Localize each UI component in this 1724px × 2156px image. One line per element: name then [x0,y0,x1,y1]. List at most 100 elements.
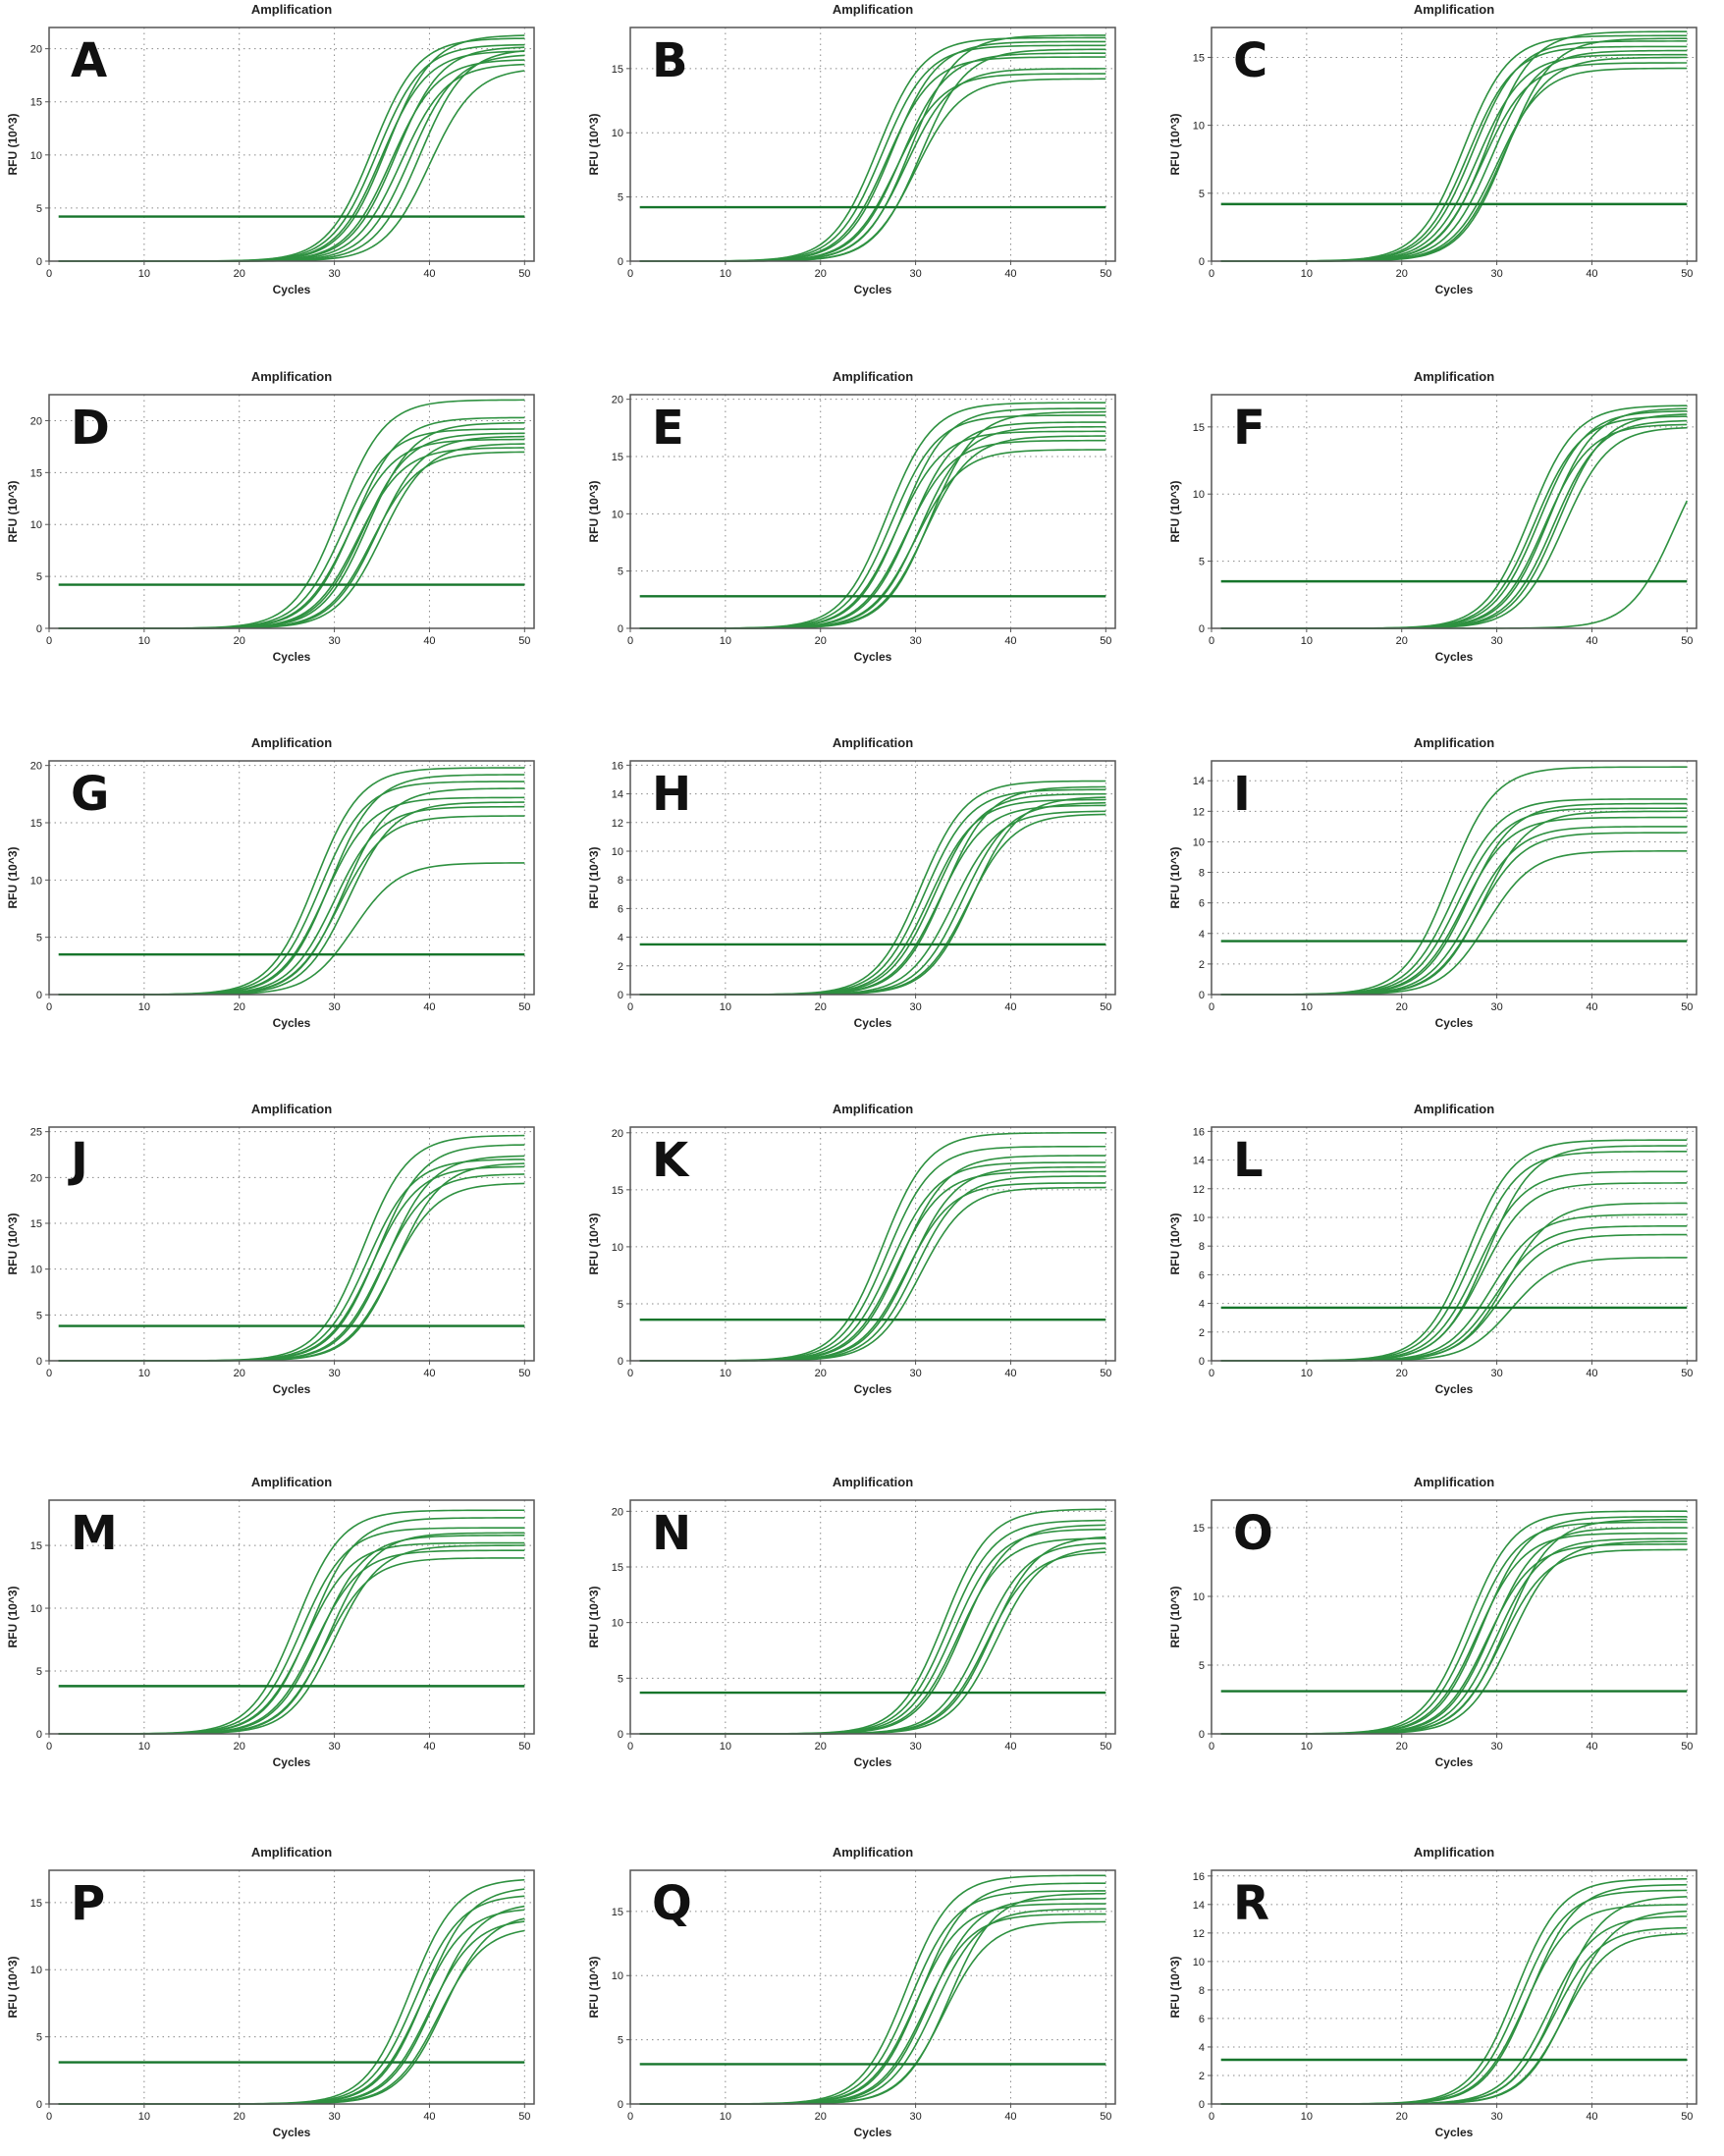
panel-n-xtick-20: 20 [815,1741,827,1752]
panel-o-ytick-0: 0 [1199,1729,1205,1741]
panel-a-xtick-20: 20 [234,268,245,280]
panel-i-title: Amplification [1414,735,1494,750]
panel-p-curve-P7 [58,1929,525,2105]
panel-l-curve-L1 [1220,1139,1688,1362]
panel-b-ytick-15: 15 [612,64,623,76]
panel-e-ytick-20: 20 [612,395,623,406]
panel-q-title: Amplification [833,1845,913,1860]
panel-a-curve-A9 [58,49,525,262]
panel-g-xtick-30: 30 [328,1001,340,1013]
panel-l-title: Amplification [1414,1102,1494,1116]
panel-l-xtick-50: 50 [1681,1368,1693,1379]
panel-g-curve-G8 [58,801,525,996]
panel-j-letter: J [68,1133,88,1188]
panel-e-curve-E7 [639,449,1106,629]
panel-p-ytick-10: 10 [30,1965,42,1976]
panel-i-xtick-50: 50 [1681,1001,1693,1013]
panel-r-ylabel: RFU (10^3) [1168,1956,1182,2018]
panel-d-ylabel: RFU (10^3) [6,480,20,542]
panel-k-curve-K7 [639,1165,1106,1362]
panel-r-ytick-8: 8 [1199,1985,1205,1997]
panel-c-ylabel: RFU (10^3) [1168,113,1182,175]
panel-r-curve-R7 [1220,1896,1688,2105]
panel-j-xtick-0: 0 [46,1368,52,1379]
panel-m-curve-M3 [58,1541,525,1735]
panel-b-curve-B10 [639,48,1106,262]
panel-j-curve-J3 [58,1165,525,1362]
panel-l-ytick-12: 12 [1193,1184,1205,1196]
panel-l-curve-L4 [1220,1182,1688,1362]
panel-n-ytick-20: 20 [612,1506,623,1518]
panel-d-title: Amplification [251,369,332,384]
panel-l: Amplification 0 10 20 30 40 50 0 2 4 6 8 10 12 14 16 Cyc… [1168,1102,1697,1396]
panel-p-curve-P8 [58,1917,525,2105]
panel-d-curve-D7 [58,421,525,629]
panel-q-xtick-30: 30 [909,2111,921,2123]
panel-q-letter: Q [652,1876,692,1931]
panel-h-ytick-6: 6 [618,903,623,915]
panel-j-xlabel: Cycles [273,1382,311,1396]
panel-i-curve-I1 [1220,766,1688,996]
panel-h-ytick-4: 4 [618,933,623,944]
panel-c-curve-C9 [1220,56,1688,262]
panel-f-curve-F5 [1220,407,1688,629]
panel-i-ytick-8: 8 [1199,868,1205,880]
panel-o-curve-O7 [1220,1537,1688,1735]
panel-n-xtick-10: 10 [720,1741,731,1752]
panel-l-frame [1211,1126,1697,1362]
panel-h-curve-H1 [639,780,1106,996]
panel-n-ytick-0: 0 [618,1729,623,1741]
panel-m-frame [48,1499,535,1735]
panel-f-frame [1211,394,1697,629]
panel-f-xtick-30: 30 [1490,635,1502,647]
panel-i-curve-I7 [1220,832,1688,996]
panel-i-letter: I [1233,767,1251,822]
panel-f-curve-F8 [1220,426,1688,629]
panel-e-curve-E8 [639,425,1106,629]
panel-c-xtick-10: 10 [1301,268,1313,280]
panel-k-ytick-0: 0 [618,1356,623,1368]
panel-a-ytick-10: 10 [30,150,42,162]
panel-r-curve-R2 [1220,1889,1688,2105]
panel-g-xtick-0: 0 [46,1001,52,1013]
panel-c-ytick-0: 0 [1199,256,1205,268]
panel-e-frame [629,394,1116,629]
panel-a-ylabel: RFU (10^3) [6,113,20,175]
panel-i-ytick-12: 12 [1193,806,1205,818]
panel-c-ytick-5: 5 [1199,189,1205,200]
panel-i-xtick-0: 0 [1209,1001,1214,1013]
panel-c-xtick-0: 0 [1209,268,1214,280]
panel-i: Amplification 0 10 20 30 40 50 0 2 4 6 8 10 12 14 Cycle… [1168,735,1697,1030]
panel-r-xtick-20: 20 [1396,2111,1408,2123]
panel-o-ytick-15: 15 [1193,1523,1205,1535]
panel-q: Amplification 0 10 20 30 40 50 0 5 10 15 Cycles RFU … [587,1845,1116,2139]
panel-e-xtick-40: 40 [1004,635,1016,647]
panel-l-curve-L5 [1220,1145,1688,1362]
panel-f-letter: F [1233,401,1266,456]
panel-b-xtick-40: 40 [1004,268,1016,280]
panel-k-curve-K4 [639,1170,1106,1362]
panel-m-ytick-5: 5 [36,1666,42,1678]
panel-m-curve-M7 [58,1557,525,1735]
panel-g-ylabel: RFU (10^3) [6,846,20,908]
panel-j-ytick-25: 25 [30,1127,42,1139]
panel-f-xtick-40: 40 [1586,635,1597,647]
panel-f-xtick-50: 50 [1681,635,1693,647]
panel-d-curve-D10 [58,443,525,629]
panel-o-curve-O10 [1220,1540,1688,1735]
panel-o-curve-O6 [1220,1527,1688,1735]
panel-h-ytick-12: 12 [612,818,623,830]
panel-g-xtick-10: 10 [138,1001,150,1013]
panel-n-curve-N6 [639,1542,1106,1735]
panel-m-title: Amplification [251,1475,332,1489]
panel-a-frame [48,27,535,262]
panel-e-curve-E3 [639,430,1106,629]
panel-g-letter: G [71,767,109,822]
panel-o-frame [1211,1499,1697,1735]
panel-f-xtick-10: 10 [1301,635,1313,647]
panel-k-curve-K9 [639,1186,1106,1362]
panel-j-xtick-10: 10 [138,1368,150,1379]
panel-q-ytick-0: 0 [618,2099,623,2111]
panel-d-curve-D6 [58,432,525,629]
panel-d-frame [48,394,535,629]
